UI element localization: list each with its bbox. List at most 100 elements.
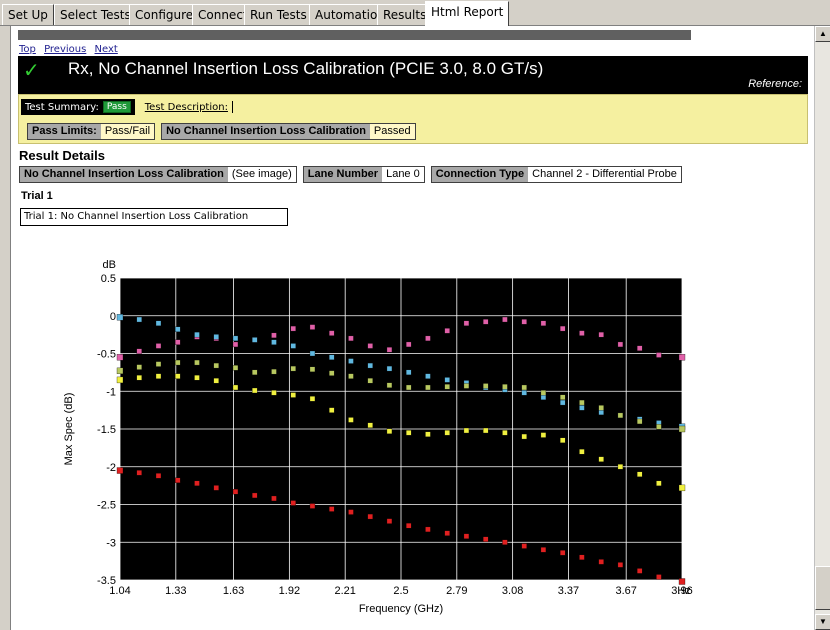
data-point-olive <box>598 405 604 411</box>
tab-set-up[interactable]: Set Up <box>2 4 54 25</box>
data-point-pink <box>540 320 547 326</box>
data-point-yellow <box>560 437 566 443</box>
data-point-olive <box>329 370 335 376</box>
data-point-yellow <box>290 392 296 398</box>
next-link[interactable]: Next <box>94 44 118 55</box>
data-point-cyan <box>252 337 258 343</box>
data-point-yellow <box>406 430 412 436</box>
y-tick-label: -1.5 <box>97 424 116 436</box>
data-point-red <box>194 480 200 487</box>
data-point-cyan <box>290 343 296 349</box>
data-point-red <box>309 503 316 509</box>
calibration-result-value: Passed <box>369 123 415 139</box>
pass-limits-key: Pass Limits: <box>28 123 101 139</box>
data-point-cyan <box>136 316 142 323</box>
data-point-olive <box>290 365 296 372</box>
pass-limits-row: Pass Limits: Pass/Fail No Channel Insert… <box>27 122 422 140</box>
data-point-olive <box>309 366 316 373</box>
data-point-yellow <box>348 417 354 423</box>
data-point-olive <box>678 425 686 433</box>
data-point-cyan <box>598 409 604 416</box>
y-tick-label: -0.5 <box>97 349 116 361</box>
data-point-olive <box>386 382 393 388</box>
vertical-scrollbar[interactable]: ▲ ▼ <box>814 26 830 630</box>
calibration-result-key: No Channel Insertion Loss Calibration <box>162 123 370 139</box>
x-tick-label: 3.37 <box>558 585 579 597</box>
data-point-red <box>386 518 393 524</box>
test-title: Rx, No Channel Insertion Loss Calibratio… <box>68 59 544 78</box>
y-tick-label: -2.5 <box>97 500 116 512</box>
data-point-red <box>232 489 239 495</box>
data-point-olive <box>271 368 277 375</box>
top-link[interactable]: Top <box>19 44 36 55</box>
data-point-yellow <box>598 456 604 462</box>
data-point-pink <box>678 354 686 361</box>
data-point-yellow <box>540 432 547 438</box>
data-point-cyan <box>560 399 566 406</box>
data-point-cyan <box>579 405 585 411</box>
data-point-red <box>367 513 373 520</box>
y-axis-label: Max Spec (dB) <box>63 393 75 466</box>
y-tick-label: -2 <box>106 462 116 474</box>
data-point-red <box>155 473 162 479</box>
test-description-link[interactable]: Test Description: <box>144 101 228 113</box>
data-point-red <box>329 506 335 512</box>
tab-select-tests[interactable]: Select Tests <box>54 4 137 25</box>
status-badge: Pass <box>102 101 131 113</box>
data-point-cyan <box>329 354 335 360</box>
scroll-up-button[interactable]: ▲ <box>815 26 830 42</box>
data-point-red <box>406 522 412 529</box>
data-point-red <box>175 477 181 483</box>
data-point-yellow <box>386 428 393 434</box>
pass-limits-field: Pass Limits: Pass/Fail <box>27 122 156 140</box>
data-point-olive <box>560 394 566 400</box>
test-summary-label: Test Summary: <box>25 101 99 113</box>
data-point-yellow <box>155 373 162 379</box>
x-tick-label: 2.79 <box>446 585 467 597</box>
tab-results[interactable]: Results <box>377 4 433 25</box>
data-point-olive <box>502 384 508 390</box>
data-point-red <box>540 547 547 553</box>
calibration-result-field: No Channel Insertion Loss Calibration Pa… <box>161 122 416 140</box>
test-title-bar: ✓ Rx, No Channel Insertion Loss Calibrat… <box>18 56 808 94</box>
scroll-down-button[interactable]: ▼ <box>815 614 830 630</box>
data-point-pink <box>637 345 643 351</box>
x-tick-label: 2.21 <box>334 585 355 597</box>
data-point-pink <box>483 319 489 325</box>
data-point-cyan <box>194 331 200 338</box>
lane-number-key: Lane Number <box>303 167 383 182</box>
calibration-image-field: No Channel Insertion Loss Calibration (S… <box>19 166 297 183</box>
data-point-yellow <box>252 387 258 394</box>
tab-configure[interactable]: Configure <box>129 4 200 25</box>
tab-strip: Set Up Select Tests Configure Connect Ru… <box>0 0 830 26</box>
tab-automation[interactable]: Automation <box>309 4 391 25</box>
previous-link[interactable]: Previous <box>44 44 87 55</box>
tab-connect[interactable]: Connect <box>192 4 254 25</box>
data-point-red <box>252 492 258 499</box>
data-point-pink <box>116 354 124 361</box>
report-header-bar <box>18 30 691 40</box>
data-point-olive <box>617 412 624 419</box>
data-point-yellow <box>213 378 219 384</box>
data-point-red <box>656 574 662 580</box>
data-point-cyan <box>406 369 412 376</box>
data-point-cyan <box>521 390 527 396</box>
calibration-image-value: (See image) <box>227 167 296 182</box>
data-point-pink <box>617 341 624 348</box>
data-point-yellow <box>502 430 508 436</box>
data-point-cyan <box>155 320 162 326</box>
data-point-cyan <box>232 335 239 342</box>
data-point-cyan <box>540 394 547 400</box>
data-point-olive <box>194 359 200 366</box>
data-point-yellow <box>483 427 489 434</box>
test-summary-box: Test Summary: Pass <box>21 99 135 115</box>
pass-check-icon: ✓ <box>23 58 40 82</box>
scroll-thumb[interactable] <box>815 566 830 610</box>
y-tick-label: -3.5 <box>97 575 116 587</box>
data-point-olive <box>367 378 373 384</box>
tab-html-report[interactable]: Html Report <box>425 1 510 26</box>
data-point-red <box>271 495 277 502</box>
data-point-olive <box>579 399 585 406</box>
